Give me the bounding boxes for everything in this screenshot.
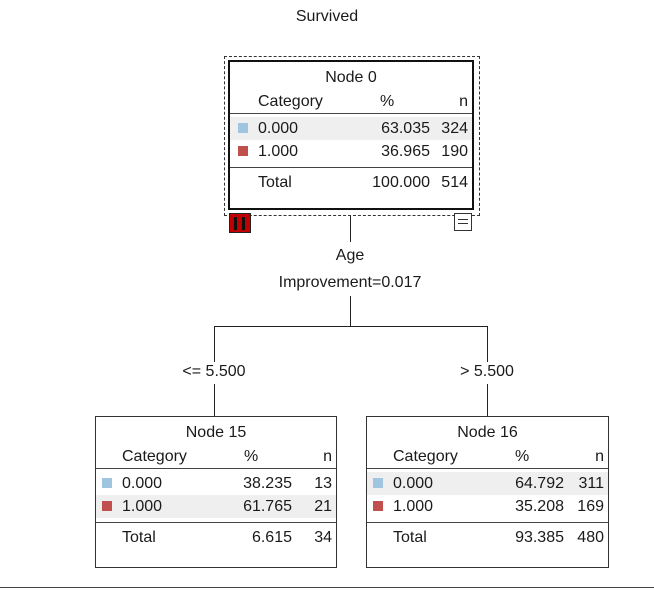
category-swatch (373, 501, 383, 511)
connector-right-drop (487, 326, 488, 362)
category-value: 1.000 (393, 498, 434, 515)
category-swatch (238, 123, 248, 133)
connector-left-to-node (214, 384, 215, 416)
category-pct: 36.965 (381, 143, 430, 160)
edge-label-left: <= 5.500 (182, 363, 246, 380)
total-row: Total 93.385 480 (367, 522, 608, 553)
header-category: Category (393, 448, 458, 465)
category-row: 0.000 38.235 13 (96, 472, 336, 495)
category-n: 13 (314, 475, 332, 492)
category-n: 169 (577, 498, 604, 515)
total-pct: 100.000 (372, 174, 430, 191)
table-toggle-icon[interactable] (454, 213, 472, 231)
total-label: Total (122, 529, 156, 546)
total-n: 514 (441, 174, 468, 191)
category-n: 324 (441, 120, 468, 137)
bar-chart-collapse-icon[interactable] (229, 213, 251, 233)
edge-label-right: > 5.500 (460, 363, 514, 380)
category-row: 0.000 63.035 324 (230, 117, 472, 140)
category-value: 0.000 (258, 120, 299, 137)
total-n: 480 (577, 529, 604, 546)
category-row: 1.000 35.208 169 (367, 495, 608, 518)
total-n: 34 (314, 529, 332, 546)
total-row: Total 100.000 514 (230, 167, 472, 198)
node-16[interactable]: Node 16 Category % n 0.000 64.792 311 1.… (366, 416, 609, 568)
split-variable: Age (335, 247, 365, 264)
connector-horizontal (214, 326, 488, 327)
header-pct: % (515, 448, 530, 465)
category-pct: 63.035 (381, 120, 430, 137)
category-swatch (102, 501, 112, 511)
category-row: 1.000 36.965 190 (230, 140, 472, 163)
node-header-row: Category % n (230, 90, 472, 114)
total-pct: 6.615 (251, 529, 292, 546)
category-n: 21 (314, 498, 332, 515)
node-title: Node 16 (457, 424, 518, 441)
category-n: 311 (578, 475, 604, 492)
category-pct: 38.235 (243, 475, 292, 492)
category-value: 1.000 (258, 143, 299, 160)
header-n: n (459, 93, 468, 110)
category-row: 1.000 61.765 21 (96, 495, 336, 518)
node-0[interactable]: Node 0 Category % n 0.000 63.035 324 1.0… (228, 60, 474, 210)
total-row: Total 6.615 34 (96, 522, 336, 553)
connector-split-to-bar (350, 296, 351, 326)
category-swatch (102, 478, 112, 488)
total-label: Total (393, 529, 427, 546)
category-pct: 64.792 (515, 475, 564, 492)
category-pct: 61.765 (243, 498, 292, 515)
connector-left-drop (214, 326, 215, 362)
category-value: 1.000 (122, 498, 163, 515)
node-title: Node 15 (185, 424, 247, 441)
header-category: Category (122, 448, 187, 465)
connector-right-to-node (487, 384, 488, 416)
node-title: Node 0 (325, 69, 377, 86)
split-improvement: Improvement=0.017 (278, 274, 422, 291)
category-swatch (373, 478, 383, 488)
node-header-row: Category % n (367, 445, 608, 469)
total-pct: 93.385 (515, 529, 564, 546)
bottom-divider (0, 587, 654, 588)
category-value: 0.000 (122, 475, 163, 492)
category-pct: 35.208 (515, 498, 564, 515)
node-header-row: Category % n (96, 445, 336, 469)
header-n: n (595, 448, 604, 465)
connector-root-to-split (350, 216, 351, 242)
category-row: 0.000 64.792 311 (367, 472, 608, 495)
category-swatch (238, 146, 248, 156)
header-pct: % (244, 448, 259, 465)
header-category: Category (258, 93, 323, 110)
total-label: Total (258, 174, 292, 191)
root-selection-outline (224, 56, 480, 216)
header-pct: % (380, 93, 395, 110)
category-n: 190 (441, 143, 468, 160)
header-n: n (323, 448, 332, 465)
category-value: 0.000 (393, 475, 434, 492)
tree-title: Survived (295, 8, 359, 25)
node-15[interactable]: Node 15 Category % n 0.000 38.235 13 1.0… (95, 416, 337, 568)
